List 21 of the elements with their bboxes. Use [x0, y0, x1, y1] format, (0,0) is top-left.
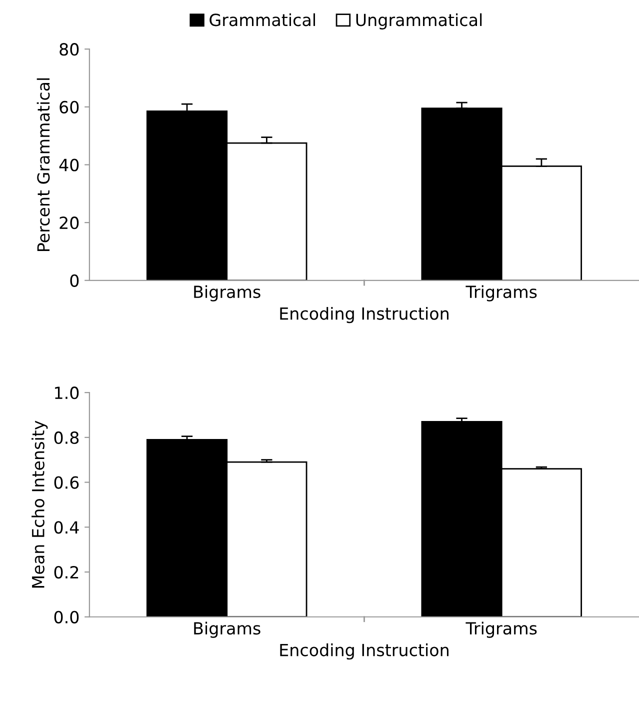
y-tick-label: 0.8: [54, 431, 79, 444]
y-tick-label: 80: [60, 43, 79, 56]
legend-label: Ungrammatical: [356, 13, 482, 30]
y-tick-label: 0.2: [54, 566, 78, 579]
y-tick-label: 0.4: [54, 521, 79, 534]
x-tick-label: Bigrams: [194, 285, 260, 302]
y-axis-title: Mean Echo Intensity: [32, 420, 48, 588]
y-tick-label: 60: [60, 100, 79, 114]
y-tick-label: 20: [60, 216, 79, 230]
x-axis-title: Encoding Instruction: [280, 643, 448, 660]
x-tick-label: Trigrams: [466, 285, 537, 302]
y-tick-label: 0.0: [54, 610, 79, 624]
y-tick-label: 0.6: [54, 476, 79, 489]
x-tick-label: Trigrams: [466, 622, 537, 638]
y-tick-label: 40: [59, 158, 79, 172]
y-tick-label: 0: [70, 274, 79, 287]
y-axis-title: Percent Grammatical: [36, 78, 50, 252]
legend-label: Grammatical: [210, 13, 315, 26]
x-tick-label: Bigrams: [194, 622, 260, 638]
y-tick-label: 1.0: [55, 386, 79, 400]
x-axis-title: Encoding Instruction: [280, 306, 448, 324]
